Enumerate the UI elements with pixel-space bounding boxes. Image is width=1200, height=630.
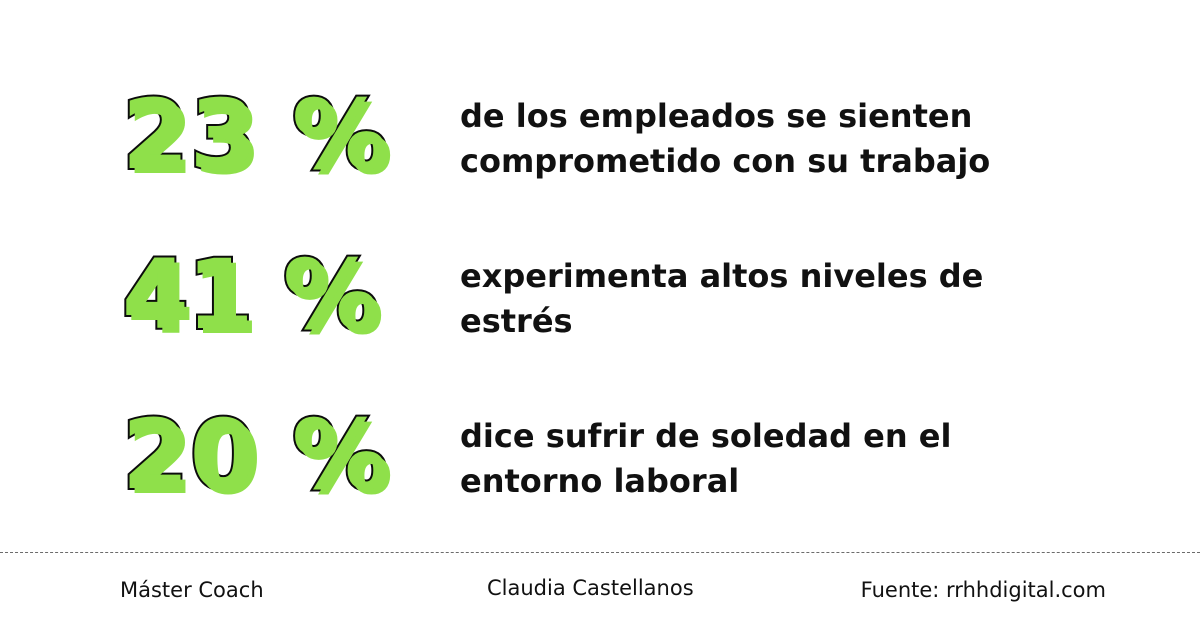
stat-description-line: experimenta altos niveles de <box>460 257 984 295</box>
stat-description: experimenta altos niveles de estrés <box>460 254 1080 344</box>
stat-percentage: 20 % <box>120 398 390 512</box>
stat-row-soledad: 20 % dice sufrir de soledad en el entorn… <box>0 398 1200 512</box>
stat-row-estres: 41 % experimenta altos niveles de estrés <box>0 238 1200 352</box>
stat-description-line: entorno laboral <box>460 462 740 500</box>
stat-row-compromiso: 23 % de los empleados se sienten comprom… <box>0 78 1200 192</box>
stat-percentage: 41 % <box>120 238 381 352</box>
stat-description-line: estrés <box>460 302 573 340</box>
stat-description-line: dice sufrir de soledad en el <box>460 417 952 455</box>
footer-title: Máster Coach <box>120 578 264 602</box>
stat-description-line: de los empleados se sienten <box>460 97 973 135</box>
stat-percentage: 23 % <box>120 78 390 192</box>
footer-author: Claudia Castellanos <box>487 576 694 600</box>
stat-description: de los empleados se sienten comprometido… <box>460 94 1080 184</box>
footer-source: Fuente: rrhhdigital.com <box>860 578 1106 602</box>
stat-description-line: comprometido con su trabajo <box>460 142 991 180</box>
footer-divider <box>0 552 1200 553</box>
stat-description: dice sufrir de soledad en el entorno lab… <box>460 414 1080 504</box>
